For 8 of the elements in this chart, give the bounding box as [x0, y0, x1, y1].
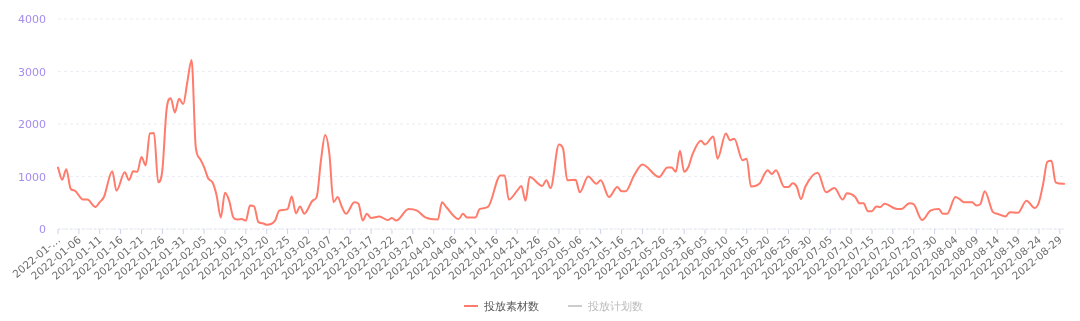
- y-tick-label: 4000: [18, 13, 46, 26]
- y-tick-label: 3000: [18, 65, 46, 79]
- y-tick-label: 2000: [18, 118, 46, 131]
- legend-label: 投放计划数: [587, 300, 643, 313]
- y-tick-label: 0: [39, 223, 46, 236]
- legend-label: 投放素材数: [483, 300, 539, 313]
- line-series: [57, 58, 1065, 226]
- y-tick-label: 1000: [18, 170, 46, 184]
